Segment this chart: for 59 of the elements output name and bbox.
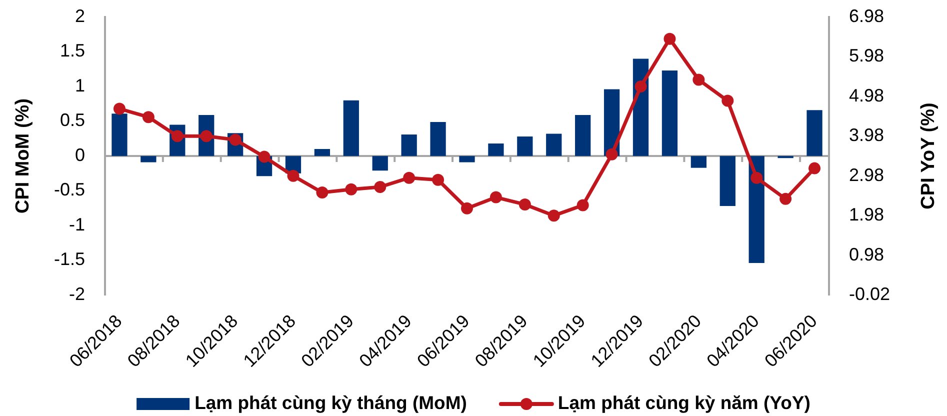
y2-tick-label: 3.98 [849, 125, 884, 146]
point [316, 186, 328, 199]
bar [517, 136, 533, 156]
point [461, 202, 473, 214]
y-tick-label: 0.5 [60, 110, 85, 130]
point [345, 183, 358, 196]
bar [690, 156, 706, 168]
y2-tick-label: 2.98 [849, 164, 884, 185]
y2-tick-label: 4.98 [849, 85, 884, 106]
point [432, 174, 444, 186]
point [518, 198, 531, 210]
bar [488, 143, 504, 156]
bar [575, 114, 591, 156]
point [548, 210, 560, 222]
bar [401, 134, 417, 156]
point [606, 148, 618, 160]
point [490, 191, 502, 204]
y-tick-label: -0.5 [54, 180, 85, 200]
y2-tick-label: 1.98 [849, 204, 884, 225]
legend-label: Lạm phát cùng kỳ năm (YoY) [558, 392, 810, 414]
point [113, 102, 126, 115]
y-tick-label: 1.5 [60, 40, 85, 61]
bar [343, 100, 359, 156]
point [808, 162, 821, 174]
y-tick-label: 0 [74, 144, 85, 165]
y-tick-label: -2 [68, 284, 85, 304]
y2-tick-label: -0.02 [849, 284, 890, 304]
bar [372, 156, 388, 171]
legend-label: Lạm phát cùng kỳ tháng (MoM) [194, 392, 467, 414]
point [576, 199, 589, 212]
y2-tick-label: 0.98 [849, 244, 884, 264]
bar [140, 156, 156, 162]
bar [459, 156, 475, 162]
y2-axis-title: CPI YoY (%) [918, 102, 940, 210]
point [142, 111, 154, 124]
y-axis-title: CPI MoM (%) [12, 98, 34, 214]
y2-tick-label: 6.98 [849, 6, 884, 26]
point [374, 180, 386, 193]
y2-tick-label: 5.98 [849, 46, 884, 66]
bar [720, 156, 736, 206]
point [287, 170, 300, 182]
y-tick-label: 2 [74, 6, 85, 26]
point [780, 192, 792, 205]
point [692, 74, 705, 86]
point [722, 94, 734, 107]
bar [314, 149, 330, 156]
y-tick-label: -1 [68, 214, 85, 234]
point [664, 32, 676, 45]
point [258, 150, 270, 163]
y-tick-label: -1.5 [54, 249, 85, 270]
bar [546, 134, 562, 156]
bar [430, 122, 446, 156]
bar [112, 114, 128, 156]
point [634, 80, 647, 92]
bar [662, 70, 678, 156]
bar [806, 110, 822, 156]
point [750, 172, 763, 184]
point [403, 172, 416, 184]
y-tick-label: 1 [74, 75, 85, 96]
